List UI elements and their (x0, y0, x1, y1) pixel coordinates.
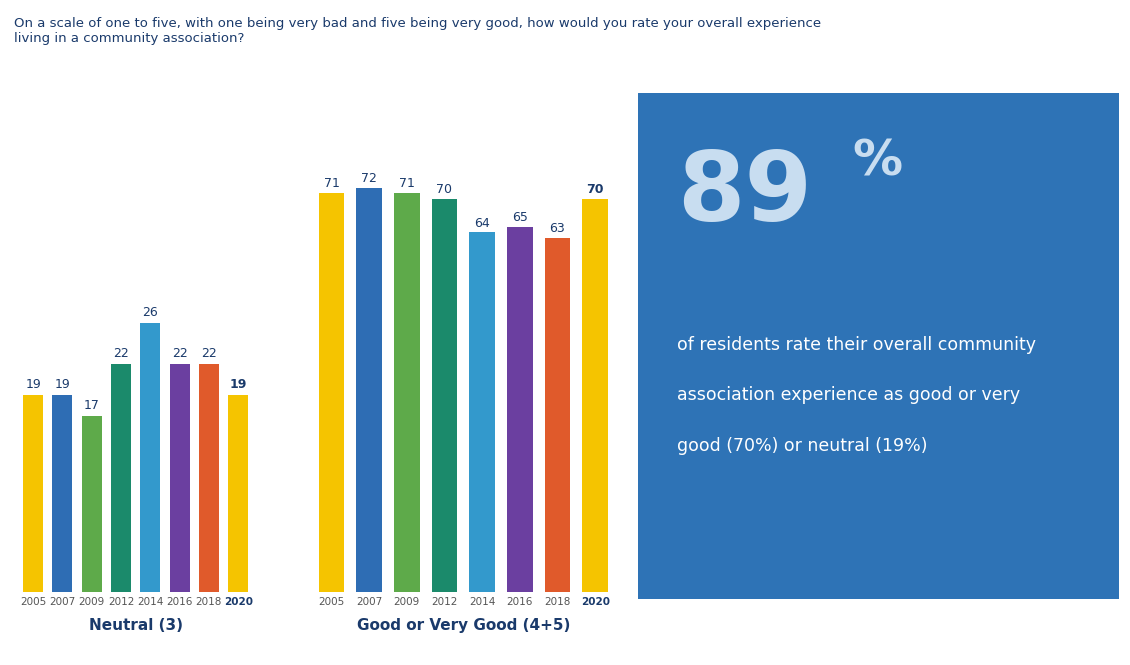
Bar (170, 364, 190, 592)
Bar (432, 199, 458, 592)
Bar (545, 238, 571, 592)
Text: 70: 70 (586, 183, 603, 196)
Text: 22: 22 (113, 347, 129, 360)
Bar (52, 395, 72, 592)
Bar (81, 416, 102, 592)
Bar (394, 193, 419, 592)
Text: 19: 19 (229, 378, 246, 391)
Text: 26: 26 (142, 306, 158, 319)
Bar (319, 193, 345, 592)
Bar (140, 323, 160, 592)
Bar (582, 199, 608, 592)
Text: 71: 71 (399, 178, 415, 190)
Bar (228, 395, 249, 592)
Text: %: % (852, 138, 902, 186)
Bar (356, 188, 382, 592)
Text: 70: 70 (436, 183, 452, 196)
Bar (23, 395, 43, 592)
Text: 22: 22 (172, 347, 188, 360)
Bar (199, 364, 219, 592)
Text: good (70%) or neutral (19%): good (70%) or neutral (19%) (677, 437, 928, 455)
Text: 19: 19 (54, 378, 70, 391)
Text: 89: 89 (677, 148, 812, 241)
Bar (111, 364, 131, 592)
Bar (469, 233, 495, 592)
Text: association experience as good or very: association experience as good or very (677, 386, 1020, 404)
Bar (507, 227, 532, 592)
Text: 72: 72 (362, 172, 377, 185)
Text: On a scale of one to five, with one being very bad and five being very good, how: On a scale of one to five, with one bein… (14, 17, 820, 45)
Text: 71: 71 (323, 178, 339, 190)
Text: 17: 17 (84, 399, 99, 412)
Text: 63: 63 (549, 222, 565, 235)
Text: 22: 22 (201, 347, 217, 360)
Text: 65: 65 (512, 211, 528, 224)
Text: 19: 19 (25, 378, 41, 391)
X-axis label: Neutral (3): Neutral (3) (88, 618, 183, 633)
Text: of residents rate their overall community: of residents rate their overall communit… (677, 336, 1036, 354)
Text: 64: 64 (475, 217, 490, 229)
X-axis label: Good or Very Good (4+5): Good or Very Good (4+5) (357, 618, 570, 633)
